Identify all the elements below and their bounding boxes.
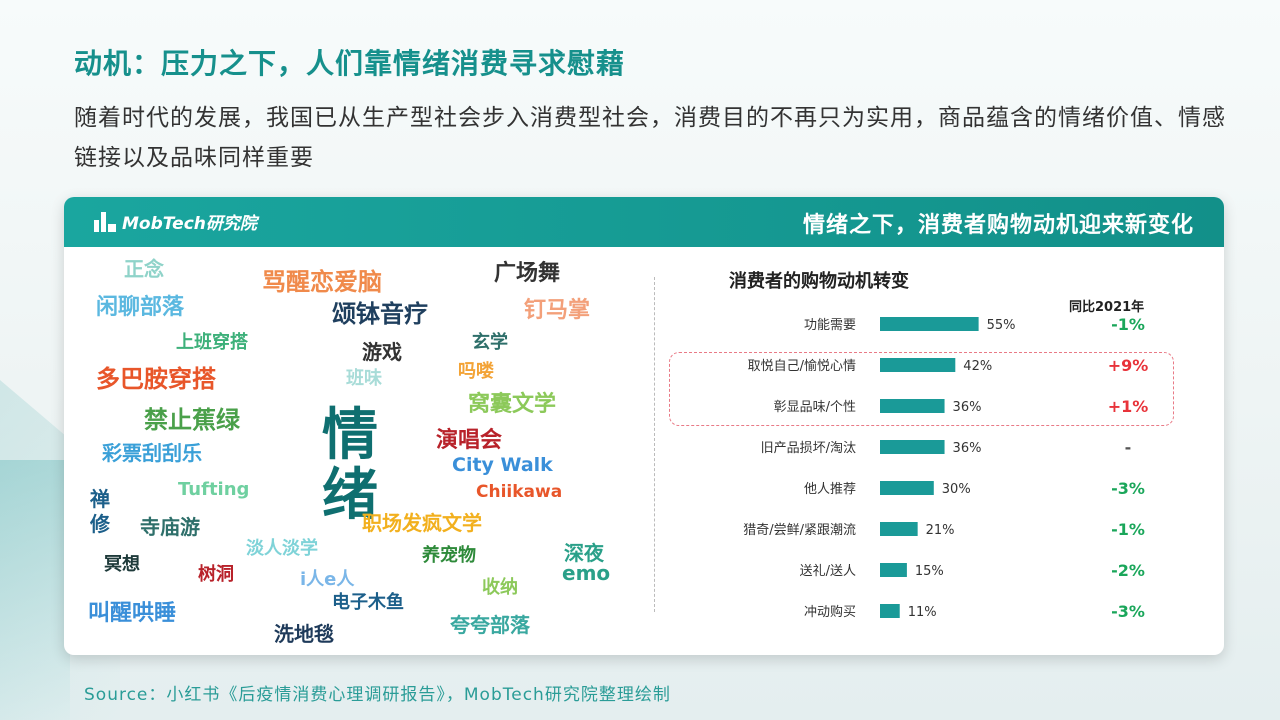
category-label: 旧产品损坏/淘汰 xyxy=(761,441,856,456)
category-label: 他人推荐 xyxy=(804,482,856,497)
word-cloud-item: 上班穿搭 xyxy=(176,332,248,353)
bar xyxy=(880,481,934,495)
word-cloud-item: 树洞 xyxy=(198,564,234,585)
source-note: Source：小红书《后疫情消费心理调研报告》，MobTech研究院整理绘制 xyxy=(84,685,671,705)
word-cloud-item: 广场舞 xyxy=(494,261,561,286)
category-label: 彰显品味/个性 xyxy=(774,399,856,415)
word-cloud-item: 多巴胺穿搭 xyxy=(96,365,216,393)
word-cloud-item: 骂醒恋爱脑 xyxy=(262,268,382,296)
category-label: 猎奇/尝鲜/紧跟潮流 xyxy=(743,522,856,538)
word-cloud-item: 情 xyxy=(322,403,378,468)
word-cloud-item: 职场发疯文学 xyxy=(362,511,482,535)
yoy-change-label: -1% xyxy=(1111,315,1145,334)
word-cloud-item: 游戏 xyxy=(362,340,402,364)
word-cloud-item: 深夜 xyxy=(564,541,604,565)
yoy-change-label: -2% xyxy=(1111,561,1145,580)
word-cloud-item: 寺庙游 xyxy=(140,515,200,539)
word-cloud-item: 养宠物 xyxy=(422,545,476,566)
word-cloud-item: 洗地毯 xyxy=(274,622,334,646)
word-cloud-item: 彩票刮刮乐 xyxy=(102,441,202,465)
bar xyxy=(880,440,945,454)
yoy-change-label: -3% xyxy=(1111,479,1145,498)
word-cloud-item: City Walk xyxy=(452,454,553,476)
yoy-change-label: +1% xyxy=(1108,397,1149,416)
word-cloud-item: 玄学 xyxy=(472,332,508,353)
motivation-bar-chart: 功能需要 55% -1% 取悦自己/愉悦心情 42% +9% 彰显品味/个性 36% +1% 旧产… xyxy=(743,315,1149,621)
card-title: 情绪之下，消费者购物动机迎来新变化 xyxy=(802,213,1194,238)
word-cloud-item: Chiikawa xyxy=(476,482,563,502)
yoy-change-label: - xyxy=(1125,438,1132,457)
bar xyxy=(880,563,907,577)
bar-value-label: 42% xyxy=(963,359,992,374)
highlight-box xyxy=(669,352,1174,426)
word-cloud-item: emo xyxy=(562,561,611,585)
word-cloud-item: 正念 xyxy=(124,257,164,281)
word-cloud-item: 收纳 xyxy=(482,577,518,598)
word-cloud-item: 淡人淡学 xyxy=(246,538,318,559)
yoy-column-header: 同比2021年 xyxy=(1069,300,1145,315)
word-cloud-item: 窝囊文学 xyxy=(468,392,557,417)
word-cloud-item: 吗喽 xyxy=(458,361,494,382)
word-cloud-item: 修 xyxy=(90,512,110,536)
bar-value-label: 11% xyxy=(908,605,937,620)
word-cloud-item: 夸夸部落 xyxy=(450,613,530,637)
bar-value-label: 55% xyxy=(987,318,1016,333)
bar-value-label: 30% xyxy=(942,482,971,497)
bar-value-label: 15% xyxy=(915,564,944,579)
word-cloud-item: 班味 xyxy=(346,368,382,389)
bar-value-label: 36% xyxy=(953,441,982,456)
word-cloud-item: 颂钵音疗 xyxy=(332,300,428,328)
bar xyxy=(880,522,918,536)
category-label: 取悦自己/愉悦心情 xyxy=(748,358,856,374)
logo-mark-icon xyxy=(94,211,118,232)
bar-value-label: 36% xyxy=(953,400,982,415)
yoy-change-label: -1% xyxy=(1111,520,1145,539)
intro-paragraph: 随着时代的发展，我国已从生产型社会步入消费型社会，消费目的不再只为实用，商品蕴含… xyxy=(74,105,1226,171)
word-cloud: 正念 骂醒恋爱脑 广场舞 闲聊部落 颂钵音疗 钉马掌 上班穿搭 玄学 游戏 多巴… xyxy=(64,247,654,655)
bar xyxy=(880,358,956,372)
category-label: 送礼/送人 xyxy=(800,563,856,579)
yoy-change-label: +9% xyxy=(1108,356,1149,375)
card-header: MobTech研究院 情绪之下，消费者购物动机迎来新变化 xyxy=(64,197,1224,247)
word-cloud-item: 禁止蕉绿 xyxy=(144,406,240,434)
content-card: MobTech研究院 情绪之下，消费者购物动机迎来新变化 正念 骂醒恋爱脑 广场… xyxy=(64,197,1224,655)
word-cloud-item: 绪 xyxy=(322,463,378,528)
bar xyxy=(880,317,979,331)
word-cloud-item: 电子木鱼 xyxy=(332,592,404,613)
page-title: 动机：压力之下，人们靠情绪消费寻求慰藉 xyxy=(74,47,626,80)
section-divider xyxy=(654,277,655,612)
logo-text: MobTech研究院 xyxy=(122,214,257,234)
word-cloud-item: 禅 xyxy=(90,487,110,511)
word-cloud-item: Tufting xyxy=(178,479,250,500)
background-decoration-2 xyxy=(0,460,70,720)
mobtech-logo: MobTech研究院 xyxy=(94,209,257,234)
category-label: 功能需要 xyxy=(804,318,856,333)
word-cloud-item: 演唱会 xyxy=(436,428,503,453)
yoy-change-label: -3% xyxy=(1111,602,1145,621)
word-cloud-item: 钉马掌 xyxy=(524,298,591,323)
bar xyxy=(880,399,945,413)
word-cloud-item: 叫醒哄睡 xyxy=(88,601,177,626)
word-cloud-item: 闲聊部落 xyxy=(96,295,185,320)
chart-title: 消费者的购物动机转变 xyxy=(729,271,909,292)
word-cloud-item: i人e人 xyxy=(300,569,355,590)
category-label: 冲动购买 xyxy=(804,604,856,620)
bar xyxy=(880,604,900,618)
word-cloud-item: 冥想 xyxy=(104,554,140,575)
bar-value-label: 21% xyxy=(926,523,955,538)
